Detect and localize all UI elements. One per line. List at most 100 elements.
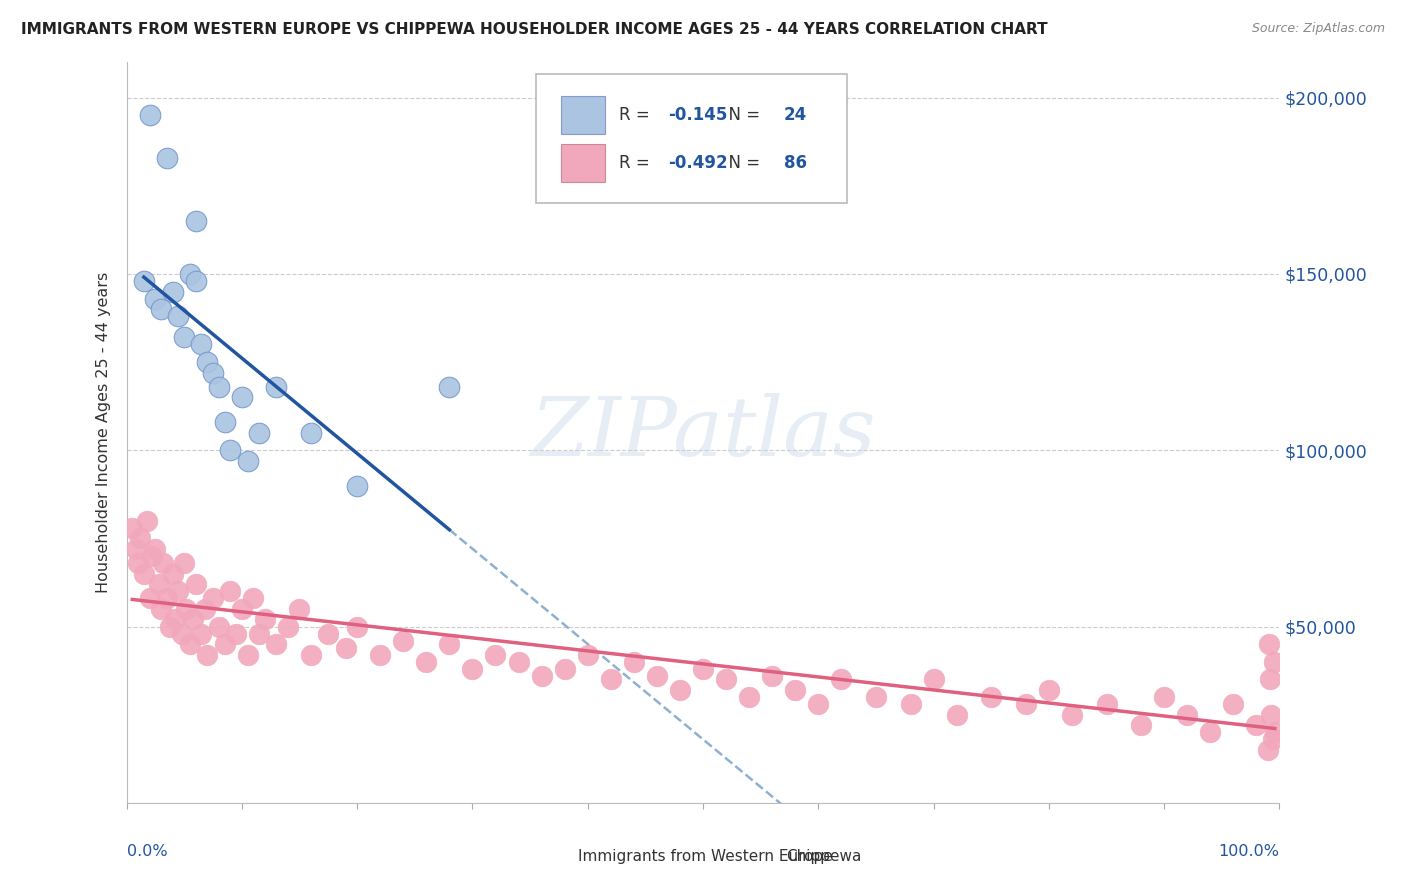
Point [439, 637, 461, 651]
Point [830, 673, 852, 687]
Point [179, 267, 201, 281]
Point [167, 310, 190, 324]
Text: R =: R = [619, 106, 655, 124]
Y-axis label: Householder Income Ages 25 - 44 years: Householder Income Ages 25 - 44 years [96, 272, 111, 593]
Point [266, 637, 288, 651]
Text: ZIPatlas: ZIPatlas [530, 392, 876, 473]
Point [530, 669, 553, 683]
Point [738, 690, 761, 704]
Text: -0.145: -0.145 [668, 106, 728, 124]
Point [195, 355, 218, 369]
Point [156, 591, 179, 606]
Point [865, 690, 887, 704]
Point [1222, 697, 1244, 711]
Point [1175, 707, 1198, 722]
Text: 86: 86 [783, 154, 807, 172]
Point [645, 669, 668, 683]
Point [318, 626, 340, 640]
Point [945, 707, 967, 722]
Point [152, 556, 174, 570]
FancyBboxPatch shape [536, 73, 846, 203]
Point [299, 648, 322, 662]
Point [335, 640, 357, 655]
Point [136, 514, 159, 528]
Point [439, 380, 461, 394]
Point [125, 541, 148, 556]
FancyBboxPatch shape [749, 844, 778, 870]
Point [150, 302, 173, 317]
Point [184, 577, 207, 591]
Point [508, 655, 530, 669]
Point [554, 662, 576, 676]
Text: -0.492: -0.492 [668, 154, 728, 172]
Point [170, 626, 193, 640]
Point [299, 425, 322, 440]
Point [346, 619, 368, 633]
Point [145, 292, 166, 306]
Point [184, 214, 207, 228]
Point [176, 602, 198, 616]
Text: IMMIGRANTS FROM WESTERN EUROPE VS CHIPPEWA HOUSEHOLDER INCOME AGES 25 - 44 YEARS: IMMIGRANTS FROM WESTERN EUROPE VS CHIPPE… [21, 22, 1047, 37]
Point [194, 602, 217, 616]
Point [162, 566, 184, 581]
Point [163, 612, 186, 626]
Point [145, 541, 166, 556]
Point [219, 443, 242, 458]
Point [288, 602, 311, 616]
Point [173, 330, 195, 344]
Point [242, 591, 264, 606]
Point [129, 532, 152, 546]
Text: N =: N = [718, 106, 765, 124]
Text: 100.0%: 100.0% [1219, 844, 1279, 858]
Point [202, 366, 225, 380]
Point [150, 602, 173, 616]
Point [623, 655, 645, 669]
Point [132, 566, 155, 581]
Point [1130, 718, 1153, 732]
Text: 24: 24 [783, 106, 807, 124]
Point [141, 549, 163, 563]
Point [1257, 743, 1279, 757]
Point [807, 697, 830, 711]
Point [231, 602, 253, 616]
Point [277, 619, 299, 633]
Point [156, 151, 179, 165]
Text: Chippewa: Chippewa [786, 849, 862, 864]
FancyBboxPatch shape [561, 95, 605, 135]
Point [127, 556, 149, 570]
Point [392, 633, 415, 648]
Point [214, 637, 236, 651]
Point [231, 390, 253, 404]
Point [599, 673, 621, 687]
Point [1153, 690, 1175, 704]
Point [1260, 707, 1282, 722]
Point [162, 285, 184, 299]
Point [195, 648, 218, 662]
Point [1258, 637, 1281, 651]
Text: 0.0%: 0.0% [127, 844, 167, 858]
Point [208, 380, 231, 394]
Point [184, 274, 207, 288]
Point [346, 478, 368, 492]
Point [461, 662, 484, 676]
Point [266, 380, 288, 394]
Point [1246, 718, 1268, 732]
Point [219, 584, 242, 599]
Point [415, 655, 437, 669]
Point [669, 683, 692, 698]
Point [1095, 697, 1118, 711]
Point [132, 274, 155, 288]
Point [980, 690, 1002, 704]
Point [1264, 725, 1286, 739]
Point [173, 556, 195, 570]
Point [1015, 697, 1038, 711]
Text: Immigrants from Western Europe: Immigrants from Western Europe [578, 849, 834, 864]
Text: R =: R = [619, 154, 655, 172]
Point [900, 697, 922, 711]
Point [159, 619, 181, 633]
Text: N =: N = [718, 154, 765, 172]
Point [922, 673, 945, 687]
Point [167, 584, 190, 599]
Point [208, 619, 231, 633]
Point [484, 648, 506, 662]
